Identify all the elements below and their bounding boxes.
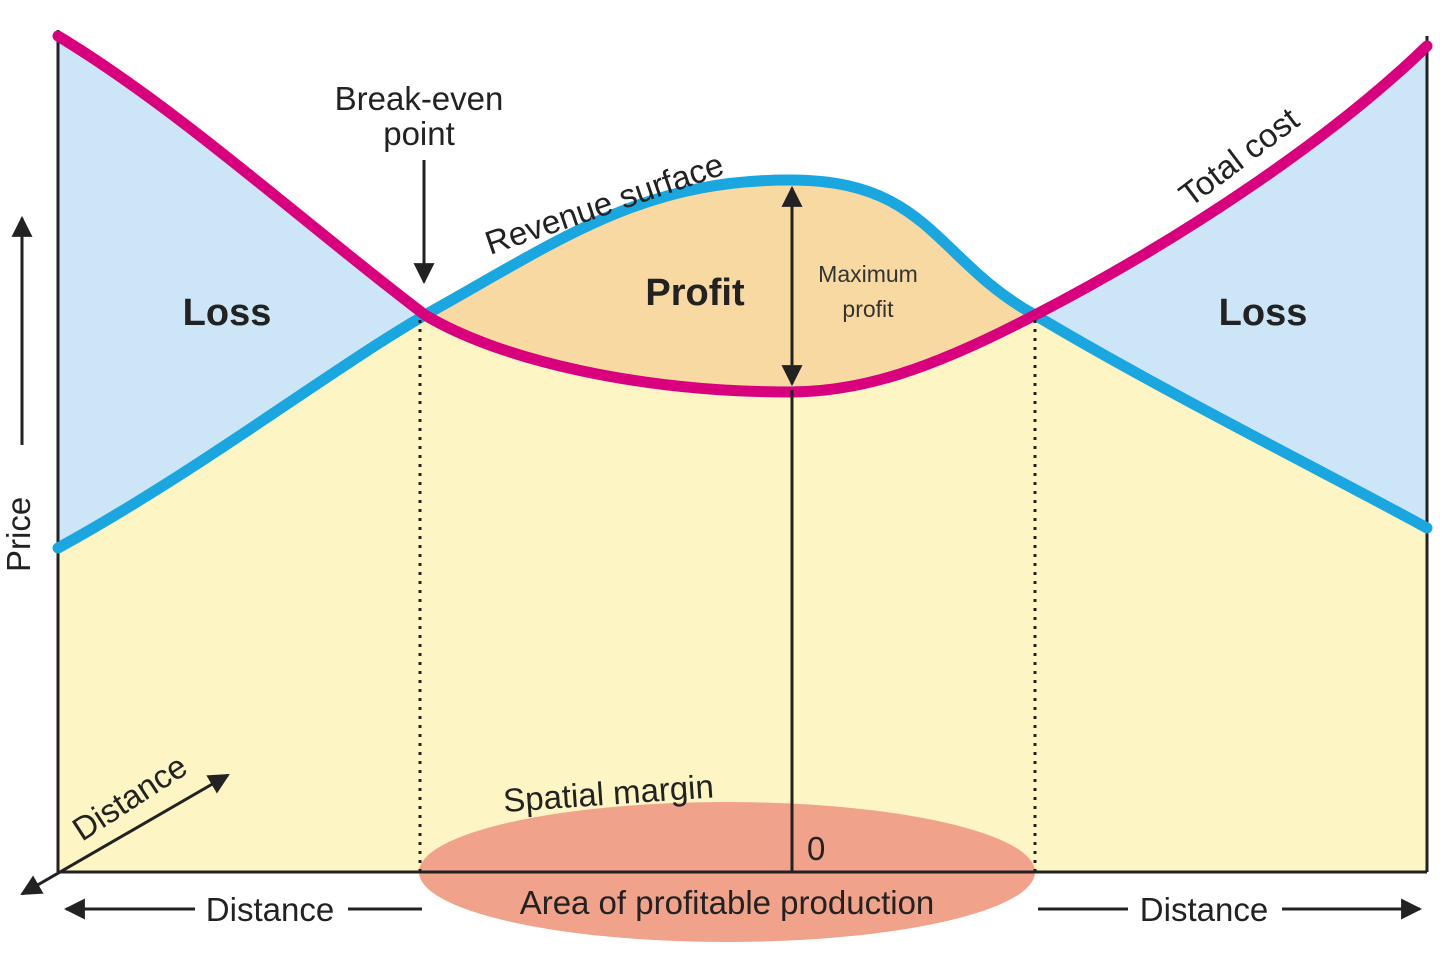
distance-right-label: Distance [1140,891,1268,928]
area-of-profitable-production-label: Area of profitable production [520,884,935,921]
profit-label: Profit [645,272,745,314]
loss-right-label: Loss [1219,292,1308,334]
revenue-surface-curve [52,174,1433,554]
zero-label: 0 [807,830,825,867]
price-axis-label: Price [0,497,37,572]
break-even-label-line2: point [383,115,455,152]
total-cost-curve [52,30,1433,398]
loss-region-right [1035,46,1427,528]
diagonal-distance-arrow [20,773,230,896]
maximum-profit-label-line1: Maximum [818,261,918,287]
loss-region-left [58,36,425,548]
break-even-label-line1: Break-even [335,80,504,117]
distance-left-label: Distance [206,891,334,928]
maximum-profit-label-line2: profit [842,296,894,322]
base-region [58,180,1427,872]
loss-left-label: Loss [183,292,272,334]
